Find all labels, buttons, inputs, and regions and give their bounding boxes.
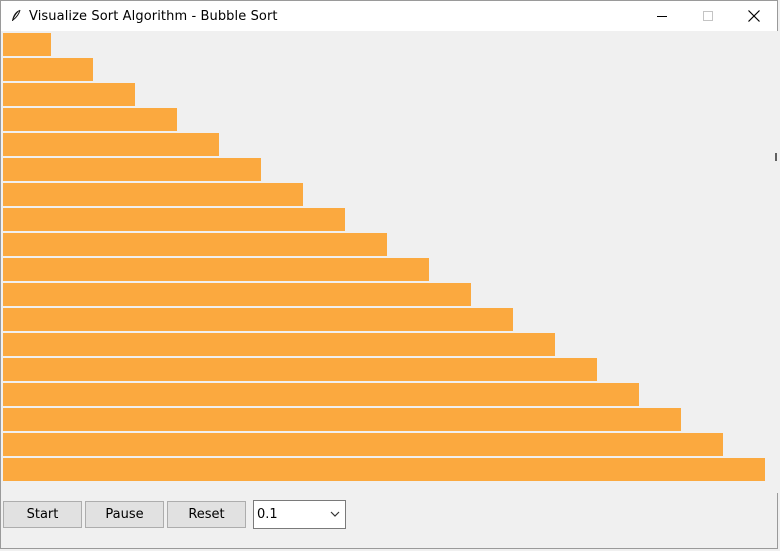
bar-9 (3, 233, 387, 256)
speed-select[interactable]: 0.1 (253, 500, 346, 529)
bar-4 (3, 108, 177, 131)
window-controls (639, 1, 777, 31)
bar-10 (3, 258, 429, 281)
bar-1 (3, 33, 51, 56)
close-button[interactable] (731, 1, 777, 31)
title-bar[interactable]: Visualize Sort Algorithm - Bubble Sort (1, 1, 777, 31)
speed-value: 0.1 (257, 507, 278, 522)
window-title: Visualize Sort Algorithm - Bubble Sort (29, 8, 278, 24)
minimize-button[interactable] (639, 1, 685, 31)
window-edge-mark (775, 153, 777, 161)
bar-3 (3, 83, 135, 106)
bar-14 (3, 358, 597, 381)
bar-13 (3, 333, 555, 356)
bar-8 (3, 208, 345, 231)
feather-icon (12, 9, 21, 21)
chevron-down-icon (330, 511, 340, 517)
bar-12 (3, 308, 513, 331)
control-panel: Start Pause Reset 0.1 (1, 497, 769, 533)
bar-15 (3, 383, 639, 406)
start-button[interactable]: Start (3, 501, 82, 528)
bar-6 (3, 158, 261, 181)
bar-5 (3, 133, 219, 156)
maximize-button[interactable] (685, 1, 731, 31)
reset-button[interactable]: Reset (167, 501, 246, 528)
bar-18 (3, 458, 765, 481)
bar-17 (3, 433, 723, 456)
bar-2 (3, 58, 93, 81)
close-icon (748, 10, 760, 22)
bar-11 (3, 283, 471, 306)
bar-16 (3, 408, 681, 431)
sort-canvas (1, 31, 779, 493)
bar-7 (3, 183, 303, 206)
pause-button[interactable]: Pause (85, 501, 164, 528)
minimize-icon (657, 16, 667, 17)
maximize-icon (703, 11, 713, 21)
